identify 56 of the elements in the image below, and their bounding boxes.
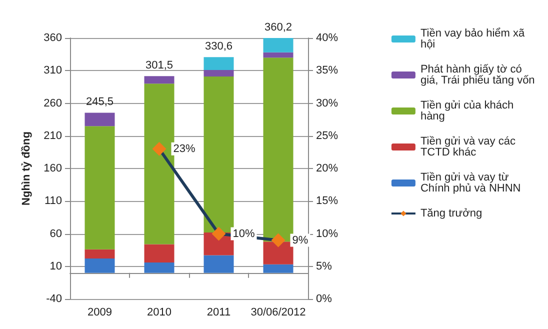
bar xyxy=(263,242,294,264)
y-tick-label: 10 xyxy=(50,260,62,272)
legend-label: Tăng trưởng xyxy=(420,208,482,220)
y2-tick-label: 10% xyxy=(316,228,338,240)
bar xyxy=(144,76,174,84)
point xyxy=(212,226,226,241)
bar xyxy=(144,262,174,273)
total-label: 360,2 xyxy=(264,22,292,34)
bar xyxy=(84,112,115,126)
data-label: 9% xyxy=(292,234,308,246)
legend-label: Tiền gửi và vay các TCTD khác xyxy=(420,136,519,158)
bar xyxy=(144,244,174,262)
bar xyxy=(263,264,294,273)
y2-tick-label: 15% xyxy=(316,195,338,208)
x-tick-label: 2011 xyxy=(206,306,231,318)
bar xyxy=(84,258,115,273)
legend-label: Tiền gửi và vay từ Chính phủ và NHNN xyxy=(420,172,521,194)
data-label: 23% xyxy=(173,142,196,155)
point xyxy=(152,142,166,156)
bar xyxy=(263,52,294,58)
bar xyxy=(204,255,234,273)
legend-label: Tiền vay bảo hiểm xã hội xyxy=(420,28,528,50)
bar xyxy=(204,57,234,70)
y-axis-title: Nghìn tỷ đồng xyxy=(20,132,32,206)
bar xyxy=(144,84,174,244)
bar xyxy=(263,58,294,242)
y2-tick-label: 40% xyxy=(316,32,338,44)
y2-tick-label: 30% xyxy=(316,97,338,110)
y-tick-label: 60 xyxy=(50,228,62,240)
total-label: 330,6 xyxy=(204,40,233,53)
legend-label: Phát hành giấy tờ có giá, Trái phiếu tăng vốn xyxy=(420,64,535,86)
total-label: 301,5 xyxy=(145,60,174,72)
y-tick-label: 260 xyxy=(44,97,62,110)
total-label: 245,5 xyxy=(86,96,114,108)
x-tick-label: 30/06/2012 xyxy=(250,306,306,318)
y-tick-label: 210 xyxy=(44,130,62,142)
y-tick-label: 360 xyxy=(44,32,62,44)
y-tick-label: 310 xyxy=(44,64,62,77)
x-tick-label: 2009 xyxy=(88,306,112,318)
bar xyxy=(84,249,115,259)
x-tick-label: 2010 xyxy=(147,306,172,318)
y-tick-label: -40 xyxy=(46,293,62,305)
y2-tick-label: 20% xyxy=(316,162,338,174)
bar xyxy=(204,76,234,232)
y2-tick-label: 25% xyxy=(316,130,338,142)
bar xyxy=(263,38,294,52)
legend-label: Tiền gửi của khách hàng xyxy=(420,100,517,122)
data-label: 10% xyxy=(232,228,255,240)
y-tick-label: 110 xyxy=(44,195,62,208)
bar xyxy=(84,126,115,250)
point xyxy=(271,233,286,248)
y2-tick-label: 35% xyxy=(316,64,338,77)
y2-tick-label: 5% xyxy=(316,260,332,272)
y2-tick-label: 0% xyxy=(316,293,332,305)
y-tick-label: 160 xyxy=(44,162,62,174)
bar xyxy=(204,70,234,76)
